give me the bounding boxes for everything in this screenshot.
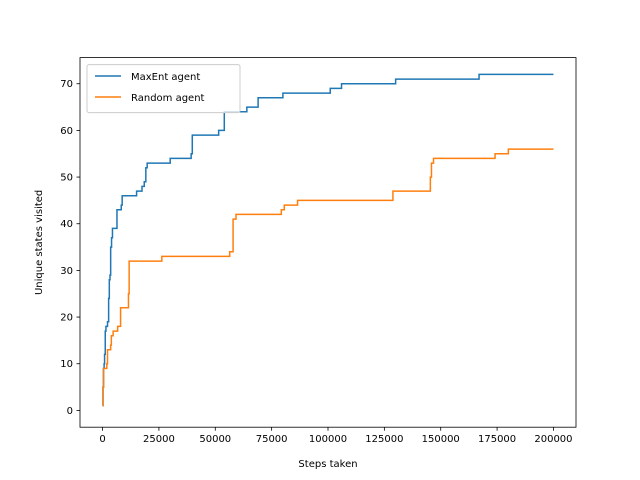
x-ticks: 0 25000 50000 75000 100000 125000 150000 175000… xyxy=(99,427,573,445)
series-layer xyxy=(102,73,554,407)
x-tick-label: 75000 xyxy=(256,434,288,445)
y-tick-label: 50 xyxy=(60,173,73,184)
x-axis-label: Steps taken xyxy=(298,459,357,470)
y-tick-label: 70 xyxy=(60,79,73,90)
x-tick-label: 50000 xyxy=(199,434,231,445)
x-tick-label: 100000 xyxy=(309,434,347,445)
x-tick-label: 175000 xyxy=(478,434,516,445)
y-axis-label: Unique states visited xyxy=(34,190,45,295)
x-tick-label: 0 xyxy=(99,434,105,445)
x-tick-label: 125000 xyxy=(365,434,403,445)
series-line-random xyxy=(102,148,554,407)
legend: MaxEnt agent Random agent xyxy=(86,64,241,114)
y-tick-label: 60 xyxy=(60,126,73,137)
y-tick-label: 0 xyxy=(67,406,73,417)
legend-label-maxent: MaxEnt agent xyxy=(131,72,200,83)
legend-frame xyxy=(86,64,241,114)
series-line-maxent xyxy=(102,73,554,407)
y-tick-label: 30 xyxy=(60,266,73,277)
legend-label-random: Random agent xyxy=(131,93,205,104)
x-tick-label: 25000 xyxy=(143,434,175,445)
y-tick-label: 40 xyxy=(60,219,73,230)
y-tick-label: 20 xyxy=(60,313,73,324)
y-tick-label: 10 xyxy=(60,359,73,370)
y-ticks: 0 10 20 30 40 50 60 70 xyxy=(60,79,80,417)
x-tick-label: 200000 xyxy=(534,434,572,445)
x-tick-label: 150000 xyxy=(422,434,460,445)
